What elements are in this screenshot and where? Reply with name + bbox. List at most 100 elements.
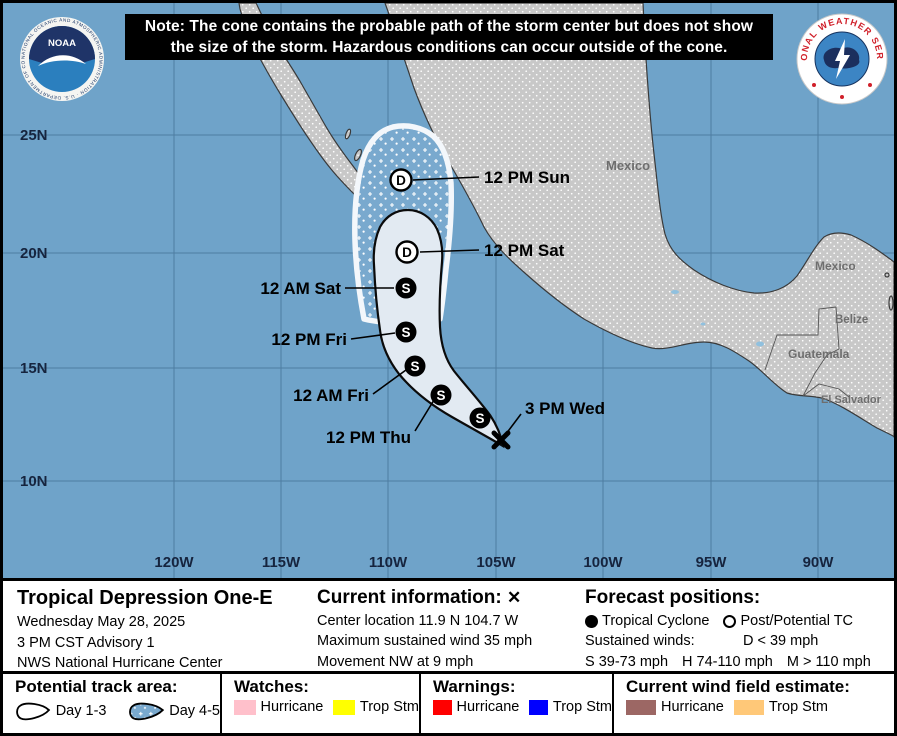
trop-stm-warning-swatch [529,699,548,715]
svg-text:S: S [401,281,410,296]
svg-text:95W: 95W [696,554,728,571]
trop-stm-watch-swatch [333,699,355,715]
note-line-1: Note: The cone contains the probable pat… [144,17,754,35]
note-line-2: the size of the storm. Hazardous conditi… [170,39,728,56]
country-borders [764,306,850,398]
day-4-5-cone-icon [128,702,164,721]
legend-panel: Potential track area: Day 1-3 Day 4-5 Wa… [3,674,894,733]
svg-text:90W: 90W [803,554,835,571]
legend-divider [419,674,421,733]
center-location: Center location 11.9 N 104.7 W [317,612,519,629]
latitude-labels: 25N 20N 15N 10N [20,127,48,490]
current-information-block: Current information: ✕ Center location 1… [303,581,571,671]
svg-text:10N: 10N [20,473,48,490]
svg-text:El Salvador: El Salvador [821,394,882,406]
cone-day-1-3 [372,208,505,449]
label-3pm-wed: 3 PM Wed [525,399,605,418]
advisory-date: Wednesday May 28, 2025 [17,614,186,630]
wind-category-m: M > 110 mph [786,654,871,670]
forecast-map: D D S S S [3,3,894,581]
label-12pm-fri: 12 PM Fri [271,330,347,349]
label-12pm-sat: 12 PM Sat [484,241,565,260]
warnings-section: Warnings: Hurricane Trop Stm [421,674,612,733]
tropical-cyclone-label: Tropical Cyclone [602,612,710,629]
forecast-positions-header: Forecast positions: [585,587,761,608]
hurricane-wind-field-label: Hurricane [661,699,724,715]
svg-text:115W: 115W [262,554,301,571]
potential-track-header: Potential track area: [15,677,178,696]
svg-text:NOAA: NOAA [48,38,76,49]
place-labels: Mexico Mexico Belize Guatemala El Salvad… [606,158,882,406]
marker-12pm-sun: D [389,168,413,192]
trop-stm-watch-label: Trop Stm [359,699,419,715]
tropical-cyclone-dot-icon [585,614,598,628]
svg-text:105W: 105W [476,554,516,571]
marker-12am-fri: S [404,355,426,377]
current-position-x-icon: ✕ [507,588,522,607]
svg-text:Mexico: Mexico [606,158,650,173]
day-1-3-cone-icon [16,702,51,721]
svg-text:25N: 25N [20,127,48,144]
hurricane-watch-swatch [234,699,256,715]
max-sustained-wind: Maximum sustained wind 35 mph [317,633,533,650]
track-time-labels: 12 PM Sun 12 PM Sat 12 AM Sat 12 PM Fri … [260,168,605,447]
advisory-number: 3 PM CST Advisory 1 [17,634,155,651]
current-position-x-icon [491,430,511,450]
map-canvas: D D S S S [3,3,894,578]
watches-header: Watches: [234,677,309,696]
warnings-header: Warnings: [433,677,516,696]
issuing-office: NWS National Hurricane Center [17,655,223,672]
label-12am-sat: 12 AM Sat [260,279,341,298]
svg-text:D: D [396,173,406,188]
hurricane-warning-label: Hurricane [456,699,520,715]
svg-text:S: S [436,388,445,403]
current-info-header: Current information: [317,587,502,608]
day-4-5-label: Day 4-5 [169,703,220,719]
wind-category-d: D < 39 mph [743,633,819,650]
svg-text:D: D [402,245,412,260]
hurricane-watch-label: Hurricane [260,699,324,715]
marker-12pm-sat: D [395,240,419,264]
svg-text:100W: 100W [583,554,623,571]
svg-text:Guatemala: Guatemala [788,347,850,361]
post-potential-tc-circle-icon [723,614,737,628]
trop-stm-warning-label: Trop Stm [552,699,612,715]
svg-text:120W: 120W [154,554,194,571]
marker-12am-thu: S [469,407,491,429]
day-1-3-label: Day 1-3 [55,703,107,719]
legend-divider [612,674,614,733]
label-pointer-lines [345,176,522,435]
label-12am-fri: 12 AM Fri [293,386,369,405]
sustained-winds-label: Sustained winds: [585,633,695,650]
longitude-labels: 120W 115W 110W 105W 100W 95W 90W [154,554,834,571]
svg-text:15N: 15N [20,360,48,377]
hurricane-warning-swatch [433,699,452,715]
wind-field-header: Current wind field estimate: [626,677,850,696]
label-12pm-sun: 12 PM Sun [484,168,570,187]
marker-12am-sat: S [395,277,417,299]
svg-text:Mexico: Mexico [815,259,856,273]
svg-text:Belize: Belize [835,314,868,326]
lakes [671,290,764,347]
svg-text:S: S [475,411,484,426]
storm-title-block: Tropical Depression One-E Wednesday May … [3,581,303,671]
post-potential-tc-label: Post/Potential TC [740,612,854,629]
trop-stm-wind-field-label: Trop Stm [768,699,828,715]
wind-category-s: S 39-73 mph [585,654,669,670]
storm-name: Tropical Depression One-E [17,587,273,609]
cone-disclaimer-note: Note: The cone contains the probable pat… [125,14,773,60]
nws-logo-icon: NATIONAL WEATHER SERVICE [796,13,888,105]
trop-stm-wind-field-swatch [733,699,764,715]
forecast-positions-block: Forecast positions: Tropical Cyclone Pos… [571,581,894,671]
forecast-markers: D D S S S [389,168,511,450]
svg-text:110W: 110W [369,554,408,571]
label-12pm-thu: 12 PM Thu [326,428,411,447]
svg-text:S: S [401,325,410,340]
marker-12pm-fri: S [395,321,417,343]
legend-divider [220,674,222,733]
svg-text:20N: 20N [20,245,48,262]
potential-track-area-section: Potential track area: Day 1-3 Day 4-5 [3,674,220,733]
marker-12pm-thu: S [430,384,452,406]
svg-text:S: S [410,359,419,374]
